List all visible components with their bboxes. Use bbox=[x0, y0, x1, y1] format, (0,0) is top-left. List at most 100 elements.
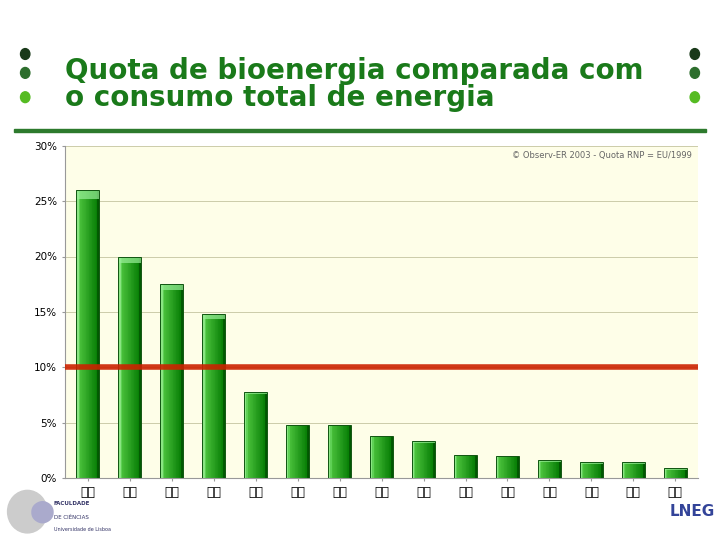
Bar bbox=[580, 462, 582, 478]
Bar bbox=[503, 456, 505, 478]
Bar bbox=[222, 314, 223, 478]
Bar bbox=[685, 468, 687, 478]
Bar bbox=[511, 456, 512, 478]
Bar bbox=[265, 392, 267, 478]
Bar bbox=[455, 455, 456, 478]
Bar bbox=[500, 456, 501, 478]
Bar bbox=[373, 436, 374, 478]
Bar bbox=[593, 462, 594, 478]
Bar bbox=[84, 190, 85, 478]
Bar bbox=[503, 456, 504, 478]
Text: o consumo total de energia: o consumo total de energia bbox=[65, 84, 495, 112]
Bar bbox=[223, 314, 224, 478]
Bar bbox=[420, 441, 421, 478]
Bar bbox=[473, 455, 474, 478]
Bar bbox=[135, 256, 136, 478]
Bar bbox=[130, 256, 132, 478]
Bar bbox=[289, 425, 290, 478]
Bar bbox=[416, 441, 417, 478]
Bar bbox=[426, 441, 427, 478]
Bar bbox=[601, 462, 602, 478]
Bar bbox=[207, 314, 208, 478]
Bar bbox=[174, 284, 175, 478]
Bar bbox=[677, 468, 678, 478]
Bar bbox=[496, 456, 498, 478]
Bar bbox=[622, 462, 623, 478]
Bar bbox=[249, 392, 250, 478]
Bar bbox=[140, 256, 141, 478]
Bar bbox=[412, 441, 413, 478]
Bar bbox=[347, 425, 348, 478]
Bar bbox=[244, 392, 267, 478]
Bar bbox=[301, 425, 302, 478]
Bar bbox=[266, 392, 267, 478]
Bar bbox=[128, 256, 129, 478]
Bar bbox=[96, 190, 97, 478]
Bar bbox=[167, 284, 168, 478]
Bar bbox=[633, 462, 634, 478]
Bar bbox=[558, 460, 559, 478]
Bar bbox=[642, 462, 643, 478]
Bar bbox=[81, 190, 82, 478]
Bar bbox=[330, 425, 332, 478]
Bar bbox=[459, 455, 460, 478]
Bar bbox=[642, 462, 645, 478]
Bar bbox=[340, 425, 341, 478]
Bar bbox=[209, 314, 210, 478]
Bar bbox=[517, 456, 518, 478]
Bar bbox=[580, 462, 603, 478]
Bar bbox=[670, 468, 671, 478]
Bar bbox=[499, 456, 500, 478]
Bar bbox=[630, 462, 631, 478]
Bar bbox=[680, 468, 682, 478]
Bar bbox=[622, 462, 645, 464]
Bar bbox=[332, 425, 333, 478]
Bar bbox=[626, 462, 627, 478]
Bar bbox=[133, 256, 134, 478]
Bar bbox=[582, 462, 583, 478]
Bar bbox=[540, 460, 541, 478]
Bar bbox=[591, 462, 593, 478]
Bar bbox=[78, 190, 79, 478]
Bar bbox=[244, 392, 245, 478]
Bar bbox=[429, 441, 430, 478]
Bar bbox=[667, 468, 668, 478]
Bar bbox=[94, 190, 95, 478]
Bar bbox=[501, 456, 502, 478]
Bar bbox=[139, 256, 141, 478]
Bar bbox=[496, 456, 519, 457]
Bar bbox=[214, 314, 215, 478]
Bar bbox=[513, 456, 515, 478]
Bar bbox=[306, 425, 307, 478]
Bar bbox=[183, 284, 184, 478]
Bar bbox=[673, 468, 674, 478]
Bar bbox=[217, 314, 218, 478]
Bar bbox=[342, 425, 343, 478]
Bar bbox=[685, 468, 686, 478]
Bar bbox=[178, 284, 179, 478]
Bar bbox=[297, 425, 299, 478]
Bar bbox=[380, 436, 381, 478]
Bar bbox=[595, 462, 596, 478]
Bar bbox=[545, 460, 546, 478]
Bar bbox=[598, 462, 599, 478]
Bar bbox=[590, 462, 591, 478]
Bar bbox=[302, 425, 303, 478]
Bar bbox=[597, 462, 598, 478]
Bar bbox=[671, 468, 672, 478]
Bar bbox=[430, 441, 431, 478]
Bar bbox=[557, 460, 558, 478]
Bar bbox=[328, 425, 351, 478]
Bar bbox=[348, 425, 349, 478]
Bar bbox=[414, 441, 415, 478]
Bar bbox=[514, 456, 516, 478]
Bar bbox=[336, 425, 337, 478]
Bar bbox=[123, 256, 124, 478]
Bar bbox=[246, 392, 248, 478]
Bar bbox=[634, 462, 635, 478]
Bar bbox=[678, 468, 679, 478]
Bar bbox=[220, 314, 221, 478]
Bar bbox=[510, 456, 511, 478]
Bar bbox=[78, 190, 80, 478]
Bar bbox=[389, 436, 390, 478]
